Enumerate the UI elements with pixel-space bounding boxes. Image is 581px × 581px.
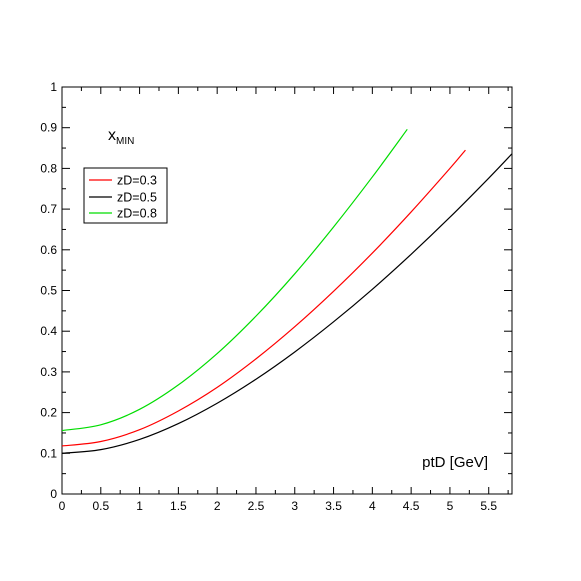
annotation-subscript: MIN [116, 136, 134, 147]
x-tick-label: 5 [447, 499, 454, 513]
series-line-zd-0-5 [61, 153, 513, 454]
series-line-zd-0-3 [61, 149, 466, 447]
y-tick-label: 0.9 [40, 121, 57, 135]
x-tick-label: 0.5 [92, 499, 109, 513]
y-tick-labels: 0 0.1 0.2 0.3 0.4 0.5 0.6 0.7 0.8 0.9 1 [40, 80, 57, 501]
legend-label-zd-0-5: zD=0.5 [117, 191, 157, 205]
x-tick-label: 3 [291, 499, 298, 513]
x-tick-label: 1.5 [170, 499, 187, 513]
y-tick-label: 0.5 [40, 284, 57, 298]
legend-label-zd-0-3: zD=0.3 [117, 174, 157, 188]
tick-marks [61, 86, 512, 495]
x-tick-labels: 0 0.5 1 1.5 2 2.5 3 3.5 4 4.5 5 5.5 [59, 499, 498, 513]
legend-label-zd-0-8: zD=0.8 [117, 207, 157, 221]
x-tick-label: 4.5 [403, 499, 420, 513]
series-lines [61, 128, 513, 454]
x-tick-label: 2 [214, 499, 221, 513]
annotation-x-min: xMIN [108, 127, 134, 147]
y-tick-label: 0.1 [40, 446, 57, 460]
legend-box [83, 167, 168, 224]
legend: zD=0.3 zD=0.5 zD=0.8 [83, 167, 168, 224]
y-tick-label: 0.8 [40, 161, 57, 175]
y-tick-label: 0 [50, 487, 57, 501]
x-tick-label: 4 [369, 499, 376, 513]
y-tick-label: 0.4 [40, 324, 57, 338]
x-tick-label: 2.5 [248, 499, 265, 513]
x-tick-label: 0 [59, 499, 66, 513]
series-line-zd-0-8 [61, 128, 408, 432]
y-tick-label: 1 [50, 80, 57, 94]
x-tick-label: 5.5 [480, 499, 497, 513]
annotation-main: x [108, 127, 116, 144]
x-tick-label: 1 [136, 499, 143, 513]
y-tick-label: 0.6 [40, 243, 57, 257]
y-tick-label: 0.3 [40, 365, 57, 379]
y-tick-label: 0.2 [40, 406, 57, 420]
x-tick-label: 3.5 [325, 499, 342, 513]
y-tick-label: 0.7 [40, 202, 57, 216]
x-axis-label: ptD [GeV] [422, 454, 488, 471]
